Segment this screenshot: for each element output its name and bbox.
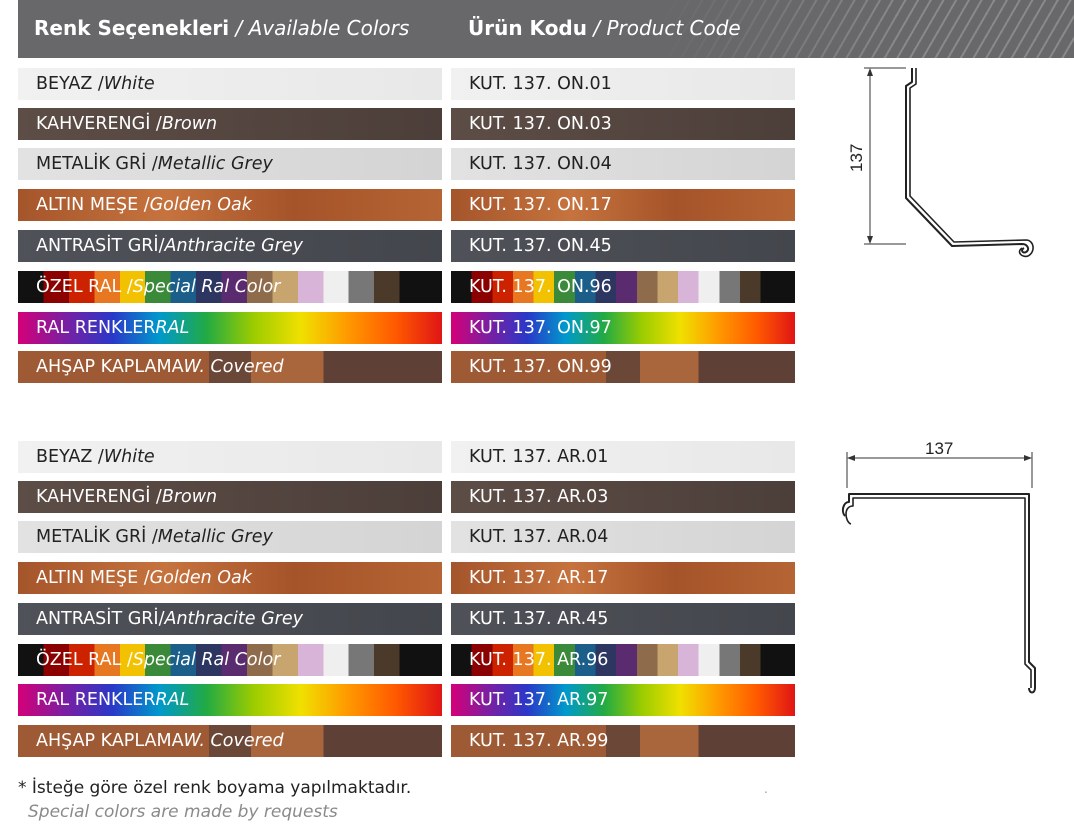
dimension-arrow-right: [1024, 455, 1032, 461]
color-row-golden-oak: ALTIN MEŞE / Golden Oak: [18, 562, 442, 594]
color-row-brown: KAHVERENGİ / Brown: [18, 481, 442, 513]
color-row-white: BEYAZ / White: [18, 68, 442, 100]
code-on-17: KUT. 137. ON.17: [451, 189, 795, 221]
header-product-code: Ürün Kodu / Product Code: [468, 16, 741, 40]
code-on-97: KUT. 137. ON.97: [451, 312, 795, 344]
color-row-white: BEYAZ / White: [18, 441, 442, 473]
dimension-arrow-bottom: [867, 236, 873, 244]
profile-on-drawing: 137: [847, 67, 1034, 258]
code-ar-99: KUT. 137. AR.99: [451, 725, 795, 757]
color-row-special-ral: ÖZEL RAL / Special Ral Color: [18, 644, 442, 676]
stray-dot: .: [764, 782, 768, 796]
code-ar-01: KUT. 137. AR.01: [451, 441, 795, 473]
note-special-colors-en: Special colors are made by requests: [28, 802, 338, 822]
gutter-profile-on: [905, 68, 1030, 254]
code-on-03: KUT. 137. ON.03: [451, 108, 795, 140]
code-ar-97: KUT. 137. AR.97: [451, 684, 795, 716]
code-ar-04: KUT. 137. AR.04: [451, 521, 795, 553]
header-available-colors: Renk Seçenekleri / Available Colors: [34, 16, 410, 40]
color-row-special-ral: ÖZEL RAL / Special Ral Color: [18, 271, 442, 303]
dimension-arrow-left: [847, 455, 855, 461]
color-row-ral: RAL RENKLER RAL: [18, 684, 442, 716]
code-on-99: KUT. 137. ON.99: [451, 351, 795, 383]
color-row-wood-covered: AHŞAP KAPLAMA W. Covered: [18, 725, 442, 757]
profile-ar-drawing: 137: [841, 439, 1036, 694]
gutter-profile-ar: [841, 493, 1036, 694]
code-on-45: KUT. 137. ON.45: [451, 230, 795, 262]
code-ar-96: KUT. 137. AR.96: [451, 644, 795, 676]
code-on-04: KUT. 137. ON.04: [451, 148, 795, 180]
dimension-arrow-top: [867, 68, 873, 76]
code-ar-45: KUT. 137. AR.45: [451, 603, 795, 635]
color-row-brown: KAHVERENGİ / Brown: [18, 108, 442, 140]
code-ar-17: KUT. 137. AR.17: [451, 562, 795, 594]
color-row-metallic-grey: METALİK GRİ / Metallic Grey: [18, 521, 442, 553]
note-special-colors-tr: * İsteğe göre özel renk boyama yapılmakt…: [18, 778, 412, 798]
color-row-anthracite-grey: ANTRASİT GRİ/Anthracite Grey: [18, 230, 442, 262]
table-header: Renk Seçenekleri / Available Colors Ürün…: [18, 0, 1074, 58]
gutter-profile-on-outer: [909, 68, 1034, 258]
color-row-ral: RAL RENKLER RAL: [18, 312, 442, 344]
color-row-anthracite-grey: ANTRASİT GRİ/Anthracite Grey: [18, 603, 442, 635]
header-stripes: [654, 0, 1074, 58]
gutter-profile-ar-inner: [845, 497, 1032, 688]
color-row-golden-oak: ALTIN MEŞE / Golden Oak: [18, 189, 442, 221]
dimension-label-on: 137: [847, 144, 866, 172]
color-row-wood-covered: AHŞAP KAPLAMA W. Covered: [18, 351, 442, 383]
code-on-01: KUT. 137. ON.01: [451, 68, 795, 100]
code-ar-03: KUT. 137. AR.03: [451, 481, 795, 513]
code-on-96: KUT. 137. ON.96: [451, 271, 795, 303]
dimension-label-ar: 137: [925, 439, 953, 458]
color-row-metallic-grey: METALİK GRİ / Metallic Grey: [18, 148, 442, 180]
